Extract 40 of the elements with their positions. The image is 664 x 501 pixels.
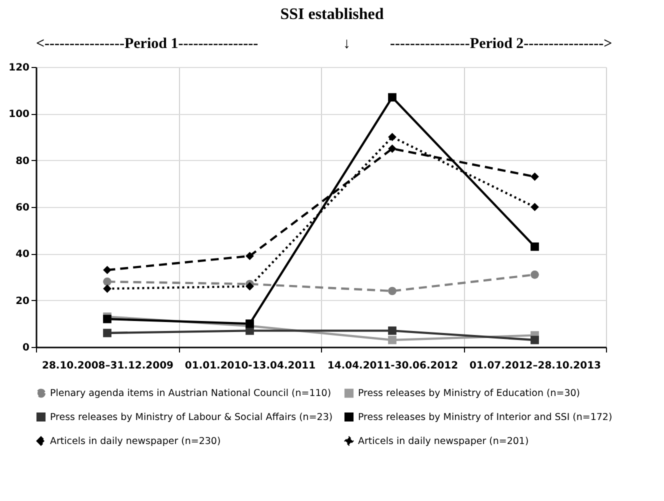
x-tick-label: 14.04.2011-30.06.2012 (327, 360, 458, 372)
x-tick-label: 28.10.2008–31.12.2009 (42, 360, 174, 372)
text: ↓ (343, 36, 350, 53)
y-tick-label: 0 (22, 342, 30, 354)
y-tick-label: 20 (16, 296, 30, 307)
legend-label: Articels in daily newspaper (n=230) (50, 436, 221, 447)
legend-label: Press releases by Ministry of Education (n=30) (358, 388, 580, 400)
point (388, 144, 396, 153)
point (103, 277, 112, 286)
x-tick-label: 01.01.2010-13.04.2011 (184, 360, 316, 372)
point (530, 172, 539, 181)
point (530, 242, 539, 251)
point (103, 314, 112, 324)
y-tick-label: 100 (8, 109, 30, 120)
point (103, 284, 112, 293)
point (246, 282, 254, 291)
y-tick-label: 40 (16, 249, 30, 260)
y-tick-label: 60 (16, 202, 30, 214)
point (388, 132, 396, 142)
point (246, 319, 254, 328)
point (388, 336, 396, 344)
point (388, 286, 396, 296)
text: <----------------Period 1---------------- (36, 36, 258, 53)
x-tick-label: 01.07.2012–28.10.2013 (469, 360, 602, 372)
point (246, 252, 254, 260)
point (388, 326, 396, 335)
y-tick-label: 120 (8, 62, 30, 74)
legend-label: Plenary agenda items in Austrian National Council (n=110) (50, 388, 332, 400)
text: ----------------Period 2----------------> (390, 36, 612, 53)
chart-title: SSI established (279, 6, 385, 24)
y-tick-label: 80 (16, 156, 30, 167)
legend-label: Press releases by Ministry of Labour & Social Affairs (n=23) (50, 412, 333, 423)
point (530, 270, 539, 279)
point (388, 93, 396, 102)
point (103, 328, 112, 338)
point (530, 336, 539, 344)
legend-label: Press releases by Ministry of Interior and SSI (n=172) (358, 412, 612, 423)
legend-label: Articels in daily newspaper (n=201) (358, 436, 529, 447)
point (530, 202, 539, 212)
point (103, 266, 112, 274)
